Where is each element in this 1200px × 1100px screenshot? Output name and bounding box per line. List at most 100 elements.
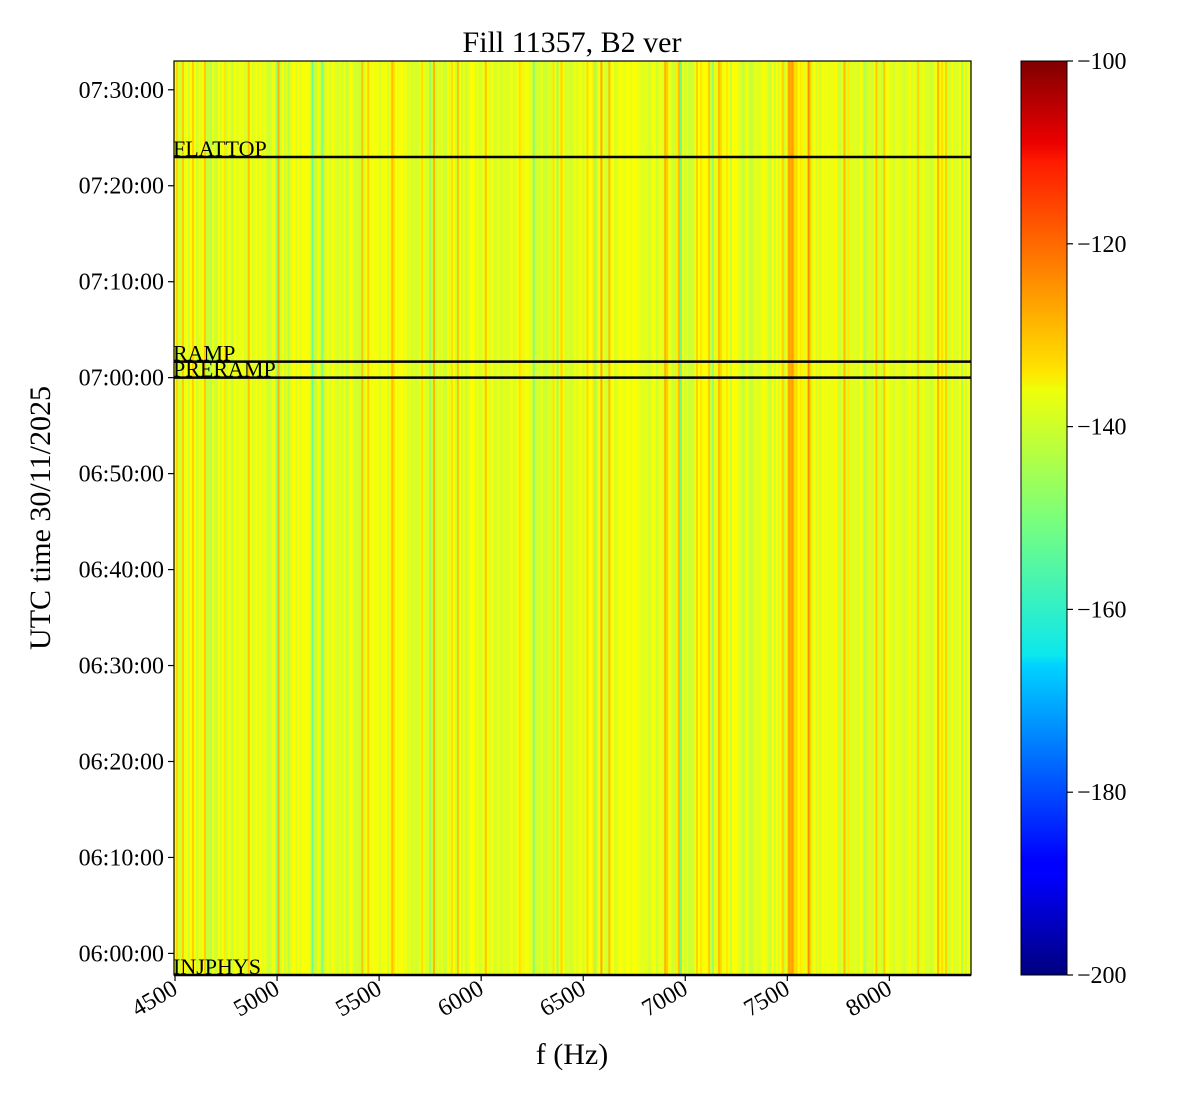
heatmap-column (847, 61, 851, 975)
heatmap-column (927, 61, 930, 975)
heatmap-column (253, 61, 257, 975)
heatmap-column (353, 61, 356, 975)
heatmap-column (913, 61, 916, 975)
x-tick-label: 8000 (842, 976, 897, 1023)
heatmap-column (771, 61, 775, 975)
y-tick-label: 07:20:00 (79, 174, 164, 200)
heatmap-column (345, 61, 348, 975)
heatmap-column (741, 61, 745, 975)
heatmap-column (707, 61, 711, 975)
heatmap-column (911, 61, 914, 975)
heatmap-column (640, 61, 643, 975)
heatmap-column (803, 61, 807, 975)
heatmap-column (221, 61, 225, 975)
heatmap-column (564, 61, 568, 975)
y-tick-label: 07:00:00 (79, 366, 164, 392)
heatmap-column (668, 61, 671, 975)
heatmap-column (871, 61, 874, 975)
x-tick-label: 7500 (740, 976, 795, 1023)
heatmap-column (855, 61, 859, 975)
heatmap-column (249, 61, 253, 975)
heatmap-column (261, 61, 265, 975)
heatmap-column (468, 61, 472, 975)
heatmap-column (558, 61, 562, 975)
heatmap-column (502, 61, 506, 975)
heatmap-column (263, 61, 267, 975)
heatmap-column (498, 61, 502, 975)
heatmap-column (947, 61, 950, 975)
heatmap-column (700, 61, 703, 975)
heatmap-column (654, 61, 657, 975)
heatmap-column (251, 61, 255, 975)
heatmap-column (773, 61, 777, 975)
heatmap-column (831, 61, 835, 975)
heatmap-column (825, 61, 829, 975)
heatmap-column (592, 61, 596, 975)
heatmap-column (837, 61, 841, 975)
heatmap-column (666, 61, 669, 975)
heatmap-column (839, 61, 843, 975)
heatmap-column (546, 61, 550, 975)
heatmap-column (743, 61, 747, 975)
heatmap-column (423, 61, 426, 975)
heatmap-column (791, 61, 795, 975)
colorbar-tick-label: −180 (1077, 780, 1127, 806)
heatmap-column (959, 61, 962, 975)
heatmap-column (391, 61, 394, 975)
heatmap-column (713, 61, 717, 975)
y-tick-label: 07:10:00 (79, 270, 164, 296)
heatmap-column (604, 61, 607, 975)
heatmap-column (917, 61, 920, 975)
heatmap-column (183, 61, 187, 975)
heatmap-column (387, 61, 390, 975)
heatmap-column (397, 61, 400, 975)
heatmap-column (303, 61, 307, 975)
heatmap-column (789, 61, 793, 975)
heatmap-column (255, 61, 259, 975)
heatmap-column (905, 61, 908, 975)
heatmap-column (385, 61, 388, 975)
heatmap-column (600, 61, 603, 975)
heatmap-column (554, 61, 558, 975)
heatmap-column (670, 61, 673, 975)
heatmap-column (923, 61, 926, 975)
heatmap-column (747, 61, 751, 975)
heatmap-column (767, 61, 771, 975)
heatmap-column (275, 61, 279, 975)
heatmap-column (201, 61, 205, 975)
heatmap-column (735, 61, 739, 975)
heatmap-column (504, 61, 508, 975)
heatmap-column (331, 61, 334, 975)
heatmap-column (779, 61, 783, 975)
colorbar-tick-label: −160 (1077, 597, 1127, 623)
heatmap-column (193, 61, 197, 975)
heatmap-column (859, 61, 863, 975)
heatmap-column (877, 61, 880, 975)
heatmap-column (361, 61, 364, 975)
heatmap-column (429, 61, 432, 975)
heatmap-column (538, 61, 542, 975)
heatmap-column (903, 61, 906, 975)
heatmap-column (662, 61, 665, 975)
heatmap-column (590, 61, 594, 975)
x-axis-label: f (Hz) (536, 1038, 608, 1071)
heatmap-column (881, 61, 884, 975)
heatmap-column (652, 61, 655, 975)
heatmap-column (548, 61, 552, 975)
colorbar-tick-label: −200 (1077, 963, 1127, 989)
heatmap-column (309, 61, 313, 975)
heatmap-column (556, 61, 560, 975)
heatmap-column (939, 61, 942, 975)
heatmap-column (807, 61, 811, 975)
heatmap-column (731, 61, 735, 975)
y-tick-label: 06:20:00 (79, 749, 164, 775)
heatmap-column (271, 61, 275, 975)
heatmap-column (801, 61, 805, 975)
heatmap-column (269, 61, 273, 975)
heatmap-column (425, 61, 428, 975)
heatmap-column (775, 61, 779, 975)
chart-title: Fill 11357, B2 ver (463, 26, 682, 59)
heatmap-column (895, 61, 898, 975)
heatmap-column (674, 61, 677, 975)
heatmap-column (199, 61, 203, 975)
